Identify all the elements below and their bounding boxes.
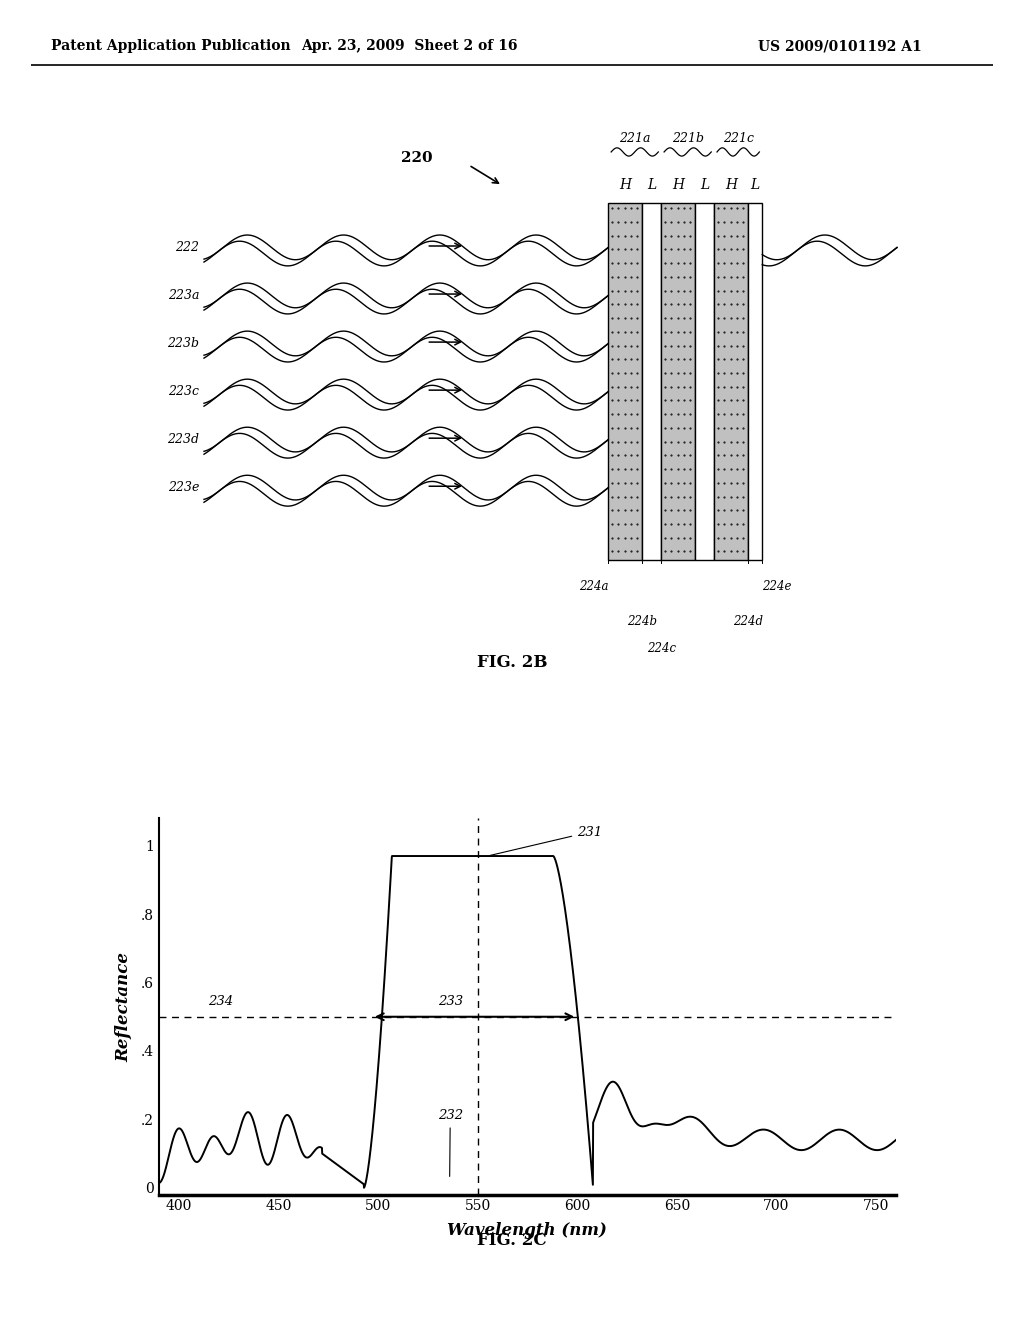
Text: L: L	[647, 178, 656, 193]
Text: 223a: 223a	[168, 289, 199, 302]
Text: 221b: 221b	[672, 132, 703, 145]
Text: 234: 234	[209, 995, 233, 1007]
Y-axis label: Reflectance: Reflectance	[116, 952, 132, 1061]
Bar	[748, 203, 762, 560]
Text: 221c: 221c	[723, 132, 754, 145]
Text: Patent Application Publication: Patent Application Publication	[51, 40, 291, 53]
Text: L: L	[699, 178, 710, 193]
Text: US 2009/0101192 A1: US 2009/0101192 A1	[758, 40, 922, 53]
Bar	[608, 203, 642, 560]
Text: 220: 220	[401, 150, 433, 165]
Bar	[662, 203, 695, 560]
Text: 223b: 223b	[167, 337, 199, 350]
Text: 223e: 223e	[168, 480, 199, 494]
Text: 223c: 223c	[168, 385, 199, 399]
Text: 224a: 224a	[579, 581, 608, 593]
Bar	[695, 203, 714, 560]
Text: 224e: 224e	[762, 581, 792, 593]
Text: 231: 231	[490, 825, 602, 855]
Text: 233: 233	[437, 995, 463, 1007]
Text: H: H	[725, 178, 737, 193]
Text: H: H	[672, 178, 684, 193]
Text: 224d: 224d	[733, 615, 763, 627]
Text: 224b: 224b	[627, 615, 657, 627]
Text: 222: 222	[175, 240, 199, 253]
Text: 223d: 223d	[167, 433, 199, 446]
X-axis label: Wavelength (nm): Wavelength (nm)	[447, 1222, 607, 1238]
Text: 232: 232	[437, 1109, 463, 1176]
Bar	[642, 203, 662, 560]
Text: FIG. 2B: FIG. 2B	[477, 655, 547, 671]
Text: 224c: 224c	[646, 642, 676, 655]
Text: Apr. 23, 2009  Sheet 2 of 16: Apr. 23, 2009 Sheet 2 of 16	[301, 40, 518, 53]
Text: FIG. 2C: FIG. 2C	[477, 1233, 547, 1249]
Text: L: L	[751, 178, 760, 193]
Text: 221a: 221a	[618, 132, 650, 145]
Text: H: H	[620, 178, 631, 193]
Bar	[714, 203, 748, 560]
